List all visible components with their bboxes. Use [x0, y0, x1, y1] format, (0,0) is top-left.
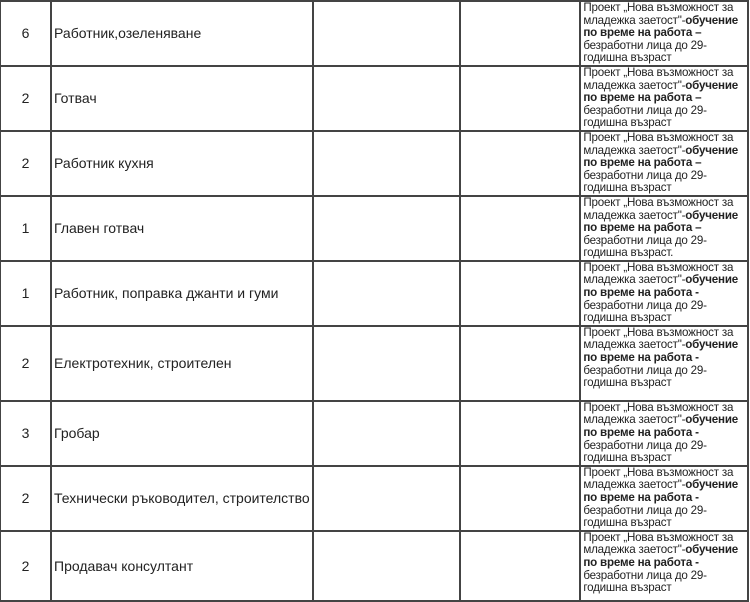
empty-cell: [312, 529, 462, 602]
project-type: обучение по време на работа -: [583, 338, 738, 365]
project-target: безработни лица до 29-годишна възраст: [583, 168, 707, 195]
project-name: Проект „Нова възможност за младежка зает…: [583, 465, 734, 492]
project-name: Проект „Нова възможност за младежка зает…: [583, 260, 734, 287]
project-name: Проект „Нова възможност за младежка зает…: [583, 1, 734, 27]
project-cell: Проект „Нова възможност за младежка зает…: [579, 324, 749, 402]
project-cell: Проект „Нова възможност за младежка зает…: [579, 0, 749, 67]
project-type: обучение по време на работа -: [583, 413, 738, 440]
empty-cell: [312, 259, 462, 327]
table-row: 2 Технически ръководител, строителство Про…: [0, 464, 749, 532]
position-cell: Продавач консултант: [50, 529, 315, 602]
project-name: Проект „Нова възможност за младежка зает…: [583, 130, 734, 157]
empty-cell: [312, 324, 462, 402]
count-cell: 6: [0, 0, 53, 67]
project-cell: Проект „Нова възможност за младежка зает…: [579, 399, 749, 467]
project-target: безработни лица до 29-годишна възраст: [583, 38, 707, 65]
table-row: 1 Работник, поправка джанти и гуми Проект …: [0, 259, 749, 327]
count-cell: 1: [0, 259, 53, 327]
project-type: обучение по време на работа -: [583, 478, 738, 504]
project-type: обучение по време на работа –: [583, 143, 738, 170]
project-cell: Проект „Нова възможност за младежка зает…: [579, 64, 749, 132]
project-type: обучение по време на работа -: [583, 273, 738, 300]
project-cell: Проект „Нова възможност за младежка зает…: [579, 464, 749, 532]
project-target: безработни лица до 29-годишна възраст: [583, 363, 707, 390]
empty-cell: [312, 129, 462, 197]
count-cell: 1: [0, 194, 53, 262]
position-cell: Готвач: [50, 64, 315, 132]
project-name: Проект „Нова възможност за младежка зает…: [583, 65, 734, 92]
project-cell: Проект „Нова възможност за младежка зает…: [579, 194, 749, 262]
position-cell: Работник, поправка джанти и гуми: [50, 259, 315, 327]
table-row: 2 Продавач консултант Проект „Нова възможн…: [0, 529, 749, 602]
project-type: обучение по време на работа -: [583, 543, 738, 569]
empty-cell: [459, 464, 582, 532]
empty-cell: [312, 194, 462, 262]
project-target: безработни лица до 29-годишна възраст: [583, 503, 707, 530]
count-cell: 2: [0, 324, 53, 402]
count-cell: 3: [0, 399, 53, 467]
position-cell: Работник кухня: [50, 129, 315, 197]
project-name: Проект „Нова възможност за младежка зает…: [583, 530, 734, 557]
table-row: 2 Готвач Проект „Нова възможност за младеж…: [0, 64, 749, 132]
empty-cell: [459, 194, 582, 262]
table-row: 2 Електротехник, строителен Проект „Нова в…: [0, 324, 749, 402]
project-name: Проект „Нова възможност за младежка зает…: [583, 325, 734, 352]
empty-cell: [312, 0, 462, 67]
position-cell: Електротехник, строителен: [50, 324, 315, 402]
table-row: 1 Главен готвач Проект „Нова възможност за…: [0, 194, 749, 262]
project-target: безработни лица до 29-годишна възраст: [583, 103, 707, 130]
project-target: безработни лица до 29-годишна възраст.: [583, 233, 707, 260]
project-type: обучение по време на работа –: [583, 13, 738, 40]
count-cell: 2: [0, 64, 53, 132]
project-type: обучение по време на работа –: [583, 78, 738, 105]
table-row: 3 Гробар Проект „Нова възможност за младеж…: [0, 399, 749, 467]
position-cell: Технически ръководител, строителство: [50, 464, 315, 532]
empty-cell: [312, 464, 462, 532]
position-cell: Гробар: [50, 399, 315, 467]
project-cell: Проект „Нова възможност за младежка зает…: [579, 129, 749, 197]
count-cell: 2: [0, 464, 53, 532]
project-type: обучение по време на работа –: [583, 208, 738, 235]
empty-cell: [312, 64, 462, 132]
project-cell: Проект „Нова възможност за младежка зает…: [579, 259, 749, 327]
empty-cell: [459, 64, 582, 132]
project-target: безработни лица до 29-годишна възраст: [583, 298, 707, 325]
project-target: безработни лица до 29-годишна възраст: [583, 438, 707, 465]
empty-cell: [459, 324, 582, 402]
count-cell: 2: [0, 529, 53, 602]
position-cell: Работник,озеленяване: [50, 0, 315, 67]
empty-cell: [459, 0, 582, 67]
project-name: Проект „Нова възможност за младежка зает…: [583, 195, 734, 222]
empty-cell: [312, 399, 462, 467]
project-cell: Проект „Нова възможност за младежка зает…: [579, 529, 749, 602]
empty-cell: [459, 399, 582, 467]
position-cell: Главен готвач: [50, 194, 315, 262]
empty-cell: [459, 529, 582, 602]
table-row: 2 Работник кухня Проект „Нова възможност з…: [0, 129, 749, 197]
table-row: 6 Работник,озеленяване Проект „Нова възмож…: [0, 0, 749, 67]
count-cell: 2: [0, 129, 53, 197]
empty-cell: [459, 129, 582, 197]
empty-cell: [459, 259, 582, 327]
project-target: безработни лица до 29-годишна възраст: [583, 568, 707, 595]
project-name: Проект „Нова възможност за младежка зает…: [583, 400, 734, 427]
